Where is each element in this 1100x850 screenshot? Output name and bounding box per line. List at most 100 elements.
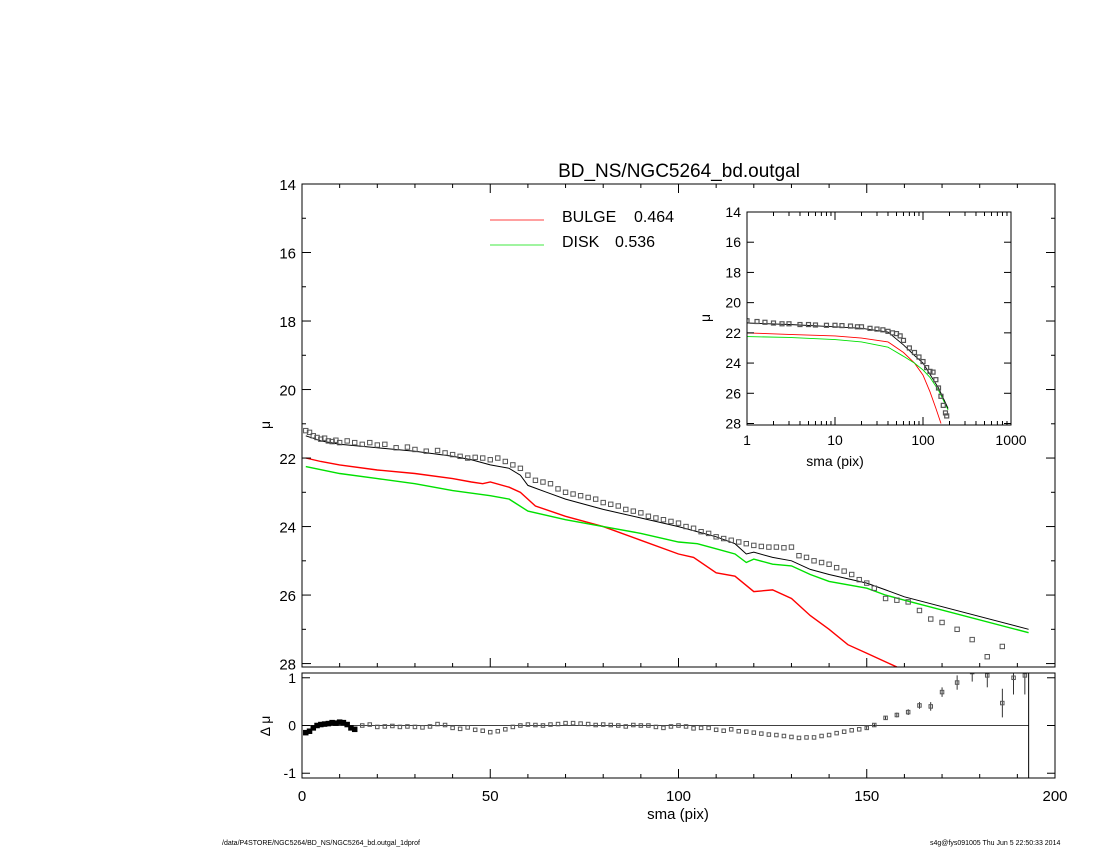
residual-x-tick-label: 200 (1042, 788, 1067, 805)
main-data-point (781, 545, 787, 551)
footer-path: /data/P4STORE/NGC5264/BD_NS/NGC5264_bd.o… (222, 840, 420, 847)
main-data-point (592, 496, 599, 502)
main-data-point (713, 534, 719, 540)
main-y-tick-label: 28 (279, 657, 296, 674)
residual-data-point (796, 735, 802, 741)
main-series-total (305, 435, 1029, 630)
main-plot: 14 16 18 20 22 24 26 28 μ BULGE 0.464 DISK 0.53… (257, 177, 1056, 674)
inset-x-tick-label: 10 (827, 432, 843, 448)
inset-y-tick-label: 16 (725, 234, 741, 250)
main-data-point (495, 455, 501, 461)
main-data-point (675, 520, 682, 526)
main-data-point (623, 506, 629, 513)
residual-data-point (804, 735, 809, 740)
main-data-point (999, 643, 1005, 650)
main-data-point (939, 619, 945, 626)
inset-y-tick-label: 24 (725, 355, 741, 371)
main-data-point (600, 499, 606, 506)
main-data-point (374, 442, 381, 448)
residual-plot: 10-10 50 100 150 200 sma (pix) Δ μ (257, 670, 1068, 823)
residual-data-point (856, 727, 862, 732)
inset-data-point (933, 377, 939, 383)
residual-data-point (367, 722, 373, 727)
residual-data-point (359, 723, 365, 728)
inset-y-tick-label: 22 (725, 325, 741, 341)
main-data-point (480, 455, 486, 461)
inset-data-point (839, 323, 845, 329)
residual-data-point (826, 732, 832, 738)
inset-y-tick-label: 28 (725, 415, 741, 431)
main-data-point (615, 503, 621, 509)
residual-data-point (503, 727, 508, 732)
inset-series-total (747, 322, 949, 409)
residual-x-tick-label: 0 (298, 788, 306, 805)
residual-data-point (533, 722, 538, 728)
residual-data-point (661, 725, 666, 731)
main-data-point (464, 455, 471, 461)
inset-data-point (897, 333, 903, 339)
inset-data-point (944, 413, 950, 419)
residual-y-tick-label: 1 (288, 670, 296, 686)
residual-data-point (563, 720, 568, 726)
residual-data-point (593, 722, 598, 728)
inset-data-point (940, 402, 946, 408)
residual-data-point (457, 726, 463, 732)
residual-data-point (495, 728, 501, 734)
main-series-disk (305, 465, 1029, 634)
residual-data-point (344, 721, 350, 728)
main-data-point (525, 472, 531, 478)
inset-series-group (747, 318, 950, 424)
main-data-point (882, 595, 889, 602)
main-data-point (472, 454, 478, 461)
inset-data-point (938, 393, 944, 399)
residual-data-point (984, 673, 990, 678)
residual-data-point (872, 722, 877, 728)
residual-data-point (864, 725, 869, 731)
inset-data-point (935, 385, 942, 391)
inset-data-point (880, 327, 886, 333)
residual-data-point (928, 704, 934, 709)
residual-data-point (883, 715, 888, 721)
residual-data-point (728, 727, 734, 732)
inset-data-point (927, 368, 933, 374)
residual-data-point (736, 728, 741, 734)
inset-data-point (823, 322, 830, 328)
residual-data-point (623, 724, 629, 729)
main-data-point (344, 438, 350, 444)
legend-bulge-value: 0.464 (634, 209, 674, 226)
residual-data-point (578, 721, 583, 726)
residual-data-point (698, 725, 704, 731)
inset-series-disk (747, 336, 949, 411)
residual-data-point (548, 722, 553, 727)
main-data-point (736, 539, 742, 545)
main-data-point (818, 559, 825, 566)
residual-data-point (435, 721, 440, 727)
residual-data-point (631, 722, 636, 728)
residual-data-point (811, 735, 817, 740)
main-data-point (555, 486, 561, 492)
inset-data-point (916, 354, 922, 360)
residual-data-point (1000, 700, 1005, 706)
residual-data-point (744, 729, 749, 734)
inset-y-tick-label: 26 (725, 385, 741, 401)
inset-data-point (832, 322, 838, 328)
main-data-point (668, 518, 674, 525)
residual-data-point (759, 731, 764, 736)
main-data-point (928, 616, 934, 622)
residual-x-tick-label: 100 (666, 788, 691, 805)
main-data-point (645, 513, 652, 519)
inset-y-tick-label: 14 (725, 204, 741, 220)
main-data-point (848, 571, 855, 578)
inset-plot-background (747, 212, 1011, 425)
main-data-point (517, 465, 524, 472)
residual-data-point (518, 723, 523, 728)
residual-data-point (691, 726, 696, 731)
main-data-point (969, 636, 975, 643)
residual-data-point (653, 724, 659, 730)
inset-data-point (942, 410, 949, 416)
main-data-point (841, 568, 847, 574)
inset-y-axis-label: μ (697, 314, 713, 322)
inset-data-point (930, 369, 936, 375)
residual-data-point (774, 732, 779, 738)
